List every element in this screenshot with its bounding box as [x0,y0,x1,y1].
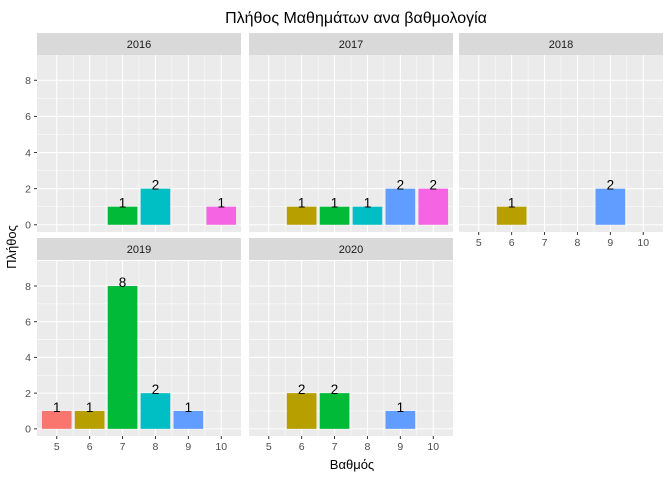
x-tick-label: 7 [542,237,548,249]
bar-value-label: 2 [152,382,160,397]
bar-grade-9 [385,411,416,429]
bar-value-label: 1 [86,400,94,415]
bar-grade-9 [595,188,626,225]
x-tick-label: 6 [87,441,93,453]
facet-strip [459,33,663,55]
bar-grade-10 [206,206,237,225]
bar-value-label: 1 [508,196,516,211]
y-tick-label: 6 [25,111,31,123]
facet-strip [37,33,241,55]
x-tick-label: 9 [607,237,613,249]
y-tick-label: 0 [25,424,31,436]
bar-grade-8 [352,206,383,225]
facet-strip [249,33,453,55]
facet-strip-label: 2017 [339,39,363,51]
bar-grade-9 [385,188,416,225]
bar-value-label: 1 [364,196,372,211]
bar-grade-6 [496,206,527,225]
facet-strip-label: 2019 [127,244,151,256]
bar-value-label: 2 [397,178,405,193]
bar-grade-5 [41,411,72,429]
x-tick-label: 5 [266,441,272,453]
bar-value-label: 2 [331,382,339,397]
y-tick-label: 0 [25,220,31,232]
bar-value-label: 2 [298,382,306,397]
chart-title: Πλήθος Μαθημάτων ανα βαθμολογία [225,10,487,27]
bar-grade-10 [418,188,449,225]
facet-panel-2017: 2017 1 1 1 2 2 [249,33,453,232]
y-tick-label: 6 [25,317,31,329]
bar-grade-8 [140,393,171,429]
facet-strip-label: 2016 [127,39,151,51]
bar-value-label: 1 [397,400,405,415]
bar-grade-6 [286,206,317,225]
x-tick-label: 6 [509,237,515,249]
x-tick-label: 7 [120,441,126,453]
x-tick-label: 6 [299,441,305,453]
bar-grade-9 [173,411,204,429]
bar-value-label: 1 [185,400,193,415]
bar-grade-7 [319,393,350,429]
y-tick-label: 4 [25,352,31,364]
x-tick-label: 8 [575,237,581,249]
facet-strip [249,238,453,260]
y-tick-label: 2 [25,388,31,400]
facet-strip [37,238,241,260]
y-tick-label: 8 [25,281,31,293]
x-tick-label: 9 [397,441,403,453]
bar-grade-7 [107,286,138,429]
y-tick-label: 8 [25,75,31,87]
x-tick-label: 10 [427,441,439,453]
bar-grade-6 [286,393,317,429]
x-tick-label: 9 [185,441,191,453]
bar-value-label: 1 [119,196,127,211]
bar-value-label: 8 [119,275,127,290]
bar-value-label: 1 [53,400,61,415]
x-axis-title: Βαθμός [330,457,374,472]
y-axis-title: Πλήθος [4,225,19,269]
bar-value-label: 1 [331,196,339,211]
bar-value-label: 2 [430,178,438,193]
y-tick-label: 2 [25,183,31,195]
bar-grade-7 [319,206,350,225]
bar-grade-7 [107,206,138,225]
x-tick-label: 5 [54,441,60,453]
bar-value-label: 2 [607,178,615,193]
facet-panel-2016: 2016 1 2 1 0 2 4 6 8 [25,33,241,232]
bar-value-label: 1 [218,196,226,211]
facet-strip-label: 2018 [549,39,573,51]
facet-strip-label: 2020 [339,244,363,256]
facet-panel-2020: 2020 2 2 1 5 6 7 8 9 10 [249,238,453,453]
bar-grade-6 [74,411,105,429]
y-tick-label: 4 [25,147,31,159]
bar-value-label: 1 [298,196,306,211]
bar-grade-8 [140,188,171,225]
x-tick-label: 8 [365,441,371,453]
facet-panel-2018: 2018 1 2 5 6 7 8 9 10 [459,33,663,249]
x-tick-label: 8 [153,441,159,453]
bar-value-label: 2 [152,178,160,193]
x-tick-label: 10 [215,441,227,453]
x-tick-label: 7 [332,441,338,453]
x-tick-label: 10 [637,237,649,249]
x-tick-label: 5 [476,237,482,249]
